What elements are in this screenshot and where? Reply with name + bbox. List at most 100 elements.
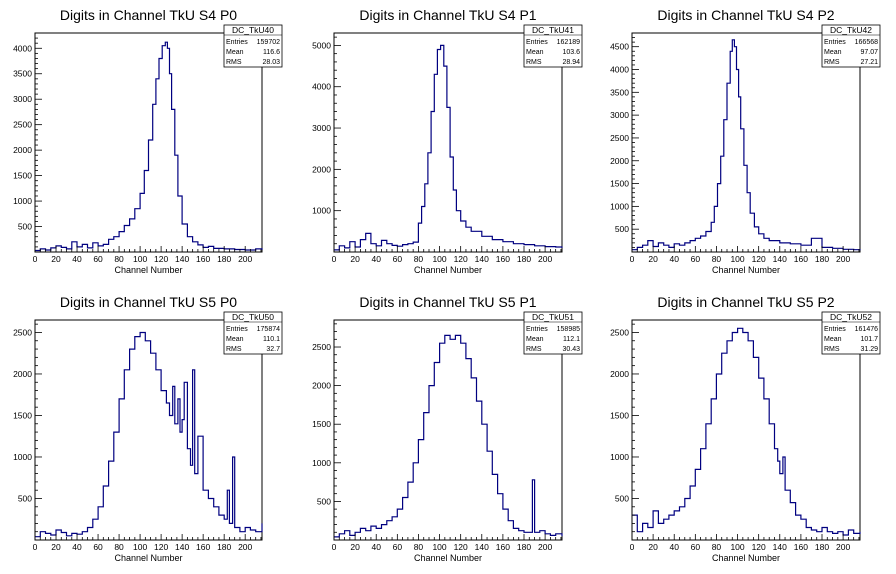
stats-box (523, 24, 583, 68)
x-tick-label: 100 (133, 542, 147, 552)
x-tick-label: 60 (691, 254, 701, 264)
stats-box (821, 311, 881, 355)
x-tick-label: 160 (496, 254, 510, 264)
x-axis-label: Channel Number (712, 265, 780, 275)
plot-frame (34, 319, 263, 541)
x-tick-label: 180 (815, 254, 829, 264)
x-tick-label: 140 (475, 542, 489, 552)
x-tick-label: 0 (630, 254, 635, 264)
y-tick-label: 500 (317, 496, 331, 506)
chart-title: Digits in Channel TkU S5 P2 (657, 294, 834, 310)
x-tick-label: 60 (691, 542, 701, 552)
x-tick-label: 40 (72, 254, 82, 264)
y-tick-label: 4500 (610, 42, 629, 52)
stats-value-mean: 101.7 (860, 336, 878, 343)
stats-value-rms: 27.21 (860, 59, 878, 66)
y-tick-label: 1000 (13, 196, 32, 206)
stats-label-rms: RMS (226, 346, 242, 353)
y-tick-label: 500 (615, 224, 629, 234)
x-tick-label: 20 (350, 542, 360, 552)
x-tick-label: 60 (393, 542, 403, 552)
y-tick-label: 4000 (13, 43, 32, 53)
y-tick-label: 2000 (610, 156, 629, 166)
x-tick-label: 160 (794, 254, 808, 264)
x-tick-label: 80 (114, 542, 124, 552)
y-tick-label: 1500 (312, 419, 331, 429)
chart-title: Digits in Channel TkU S4 P0 (60, 7, 237, 23)
y-tick-label: 1500 (13, 171, 32, 181)
x-axis-label: Channel Number (414, 265, 482, 275)
stats-name: DC_TkU52 (830, 312, 872, 322)
histogram-panel-3: Digits in Channel TkU S5 P0 0 20 40 60 80 100 1… (13, 294, 283, 563)
stats-value-rms: 31.29 (860, 346, 878, 353)
histogram-panel-5: Digits in Channel TkU S5 P2 0 20 40 60 80 100 1… (610, 294, 881, 563)
stats-value-entries: 162189 (557, 39, 580, 46)
x-axis-label: Channel Number (414, 553, 482, 563)
stats-box (223, 311, 283, 355)
histogram-panel-2: Digits in Channel TkU S4 P2 0 20 40 60 80 100 1… (610, 7, 881, 275)
x-tick-label: 160 (496, 542, 510, 552)
chart-title: Digits in Channel TkU S4 P1 (359, 7, 536, 23)
y-tick-label: 2500 (13, 327, 32, 337)
stats-label-entries: Entries (226, 326, 248, 333)
x-tick-label: 200 (836, 254, 850, 264)
y-tick-label: 4000 (312, 82, 331, 92)
x-axis-label: Channel Number (114, 553, 182, 563)
x-tick-label: 80 (414, 254, 424, 264)
stats-name: DC_TkU42 (830, 25, 872, 35)
x-tick-label: 40 (669, 254, 679, 264)
stats-box (223, 24, 283, 68)
x-tick-label: 0 (33, 542, 38, 552)
x-tick-label: 200 (538, 254, 552, 264)
y-tick-label: 500 (615, 493, 629, 503)
stats-label-mean: Mean (526, 336, 544, 343)
x-tick-label: 40 (371, 542, 381, 552)
stats-value-rms: 28.94 (562, 59, 580, 66)
x-tick-label: 80 (114, 254, 124, 264)
x-tick-label: 180 (517, 254, 531, 264)
stats-label-entries: Entries (526, 39, 548, 46)
plot-frame (631, 319, 861, 541)
x-axis-label: Channel Number (114, 265, 182, 275)
x-tick-label: 20 (648, 542, 658, 552)
x-tick-label: 100 (730, 254, 744, 264)
stats-value-mean: 116.6 (263, 49, 280, 56)
histogram-series-line (632, 39, 861, 251)
y-tick-label: 3000 (312, 123, 331, 133)
x-tick-label: 120 (454, 254, 468, 264)
y-tick-label: 1000 (312, 458, 331, 468)
x-tick-label: 140 (175, 542, 189, 552)
stats-label-rms: RMS (526, 59, 542, 66)
x-tick-label: 120 (752, 542, 766, 552)
stats-value-entries: 158985 (557, 326, 580, 333)
stats-box (821, 24, 881, 68)
x-tick-label: 200 (238, 254, 252, 264)
y-tick-label: 5000 (312, 40, 331, 50)
x-tick-label: 160 (196, 542, 210, 552)
plot-frame (34, 32, 263, 253)
x-tick-label: 20 (648, 254, 658, 264)
chart-title: Digits in Channel TkU S4 P2 (657, 7, 834, 23)
x-tick-label: 60 (93, 254, 103, 264)
x-tick-label: 200 (538, 542, 552, 552)
histogram-series-line (632, 327, 861, 536)
y-tick-label: 2500 (312, 342, 331, 352)
y-tick-label: 2500 (13, 120, 32, 130)
y-tick-label: 1500 (13, 410, 32, 420)
stats-label-rms: RMS (824, 346, 840, 353)
stats-label-mean: Mean (824, 49, 842, 56)
stats-label-entries: Entries (824, 326, 846, 333)
y-tick-label: 3500 (13, 69, 32, 79)
x-tick-label: 140 (773, 254, 787, 264)
stats-label-entries: Entries (824, 39, 846, 46)
y-tick-label: 1500 (610, 179, 629, 189)
x-tick-label: 0 (332, 254, 337, 264)
x-tick-label: 20 (51, 542, 61, 552)
y-tick-label: 500 (18, 222, 32, 232)
x-tick-label: 40 (72, 542, 82, 552)
stats-label-mean: Mean (226, 49, 244, 56)
x-tick-label: 160 (196, 254, 210, 264)
x-tick-label: 100 (730, 542, 744, 552)
histogram-series-line (35, 331, 263, 538)
x-tick-label: 40 (371, 254, 381, 264)
